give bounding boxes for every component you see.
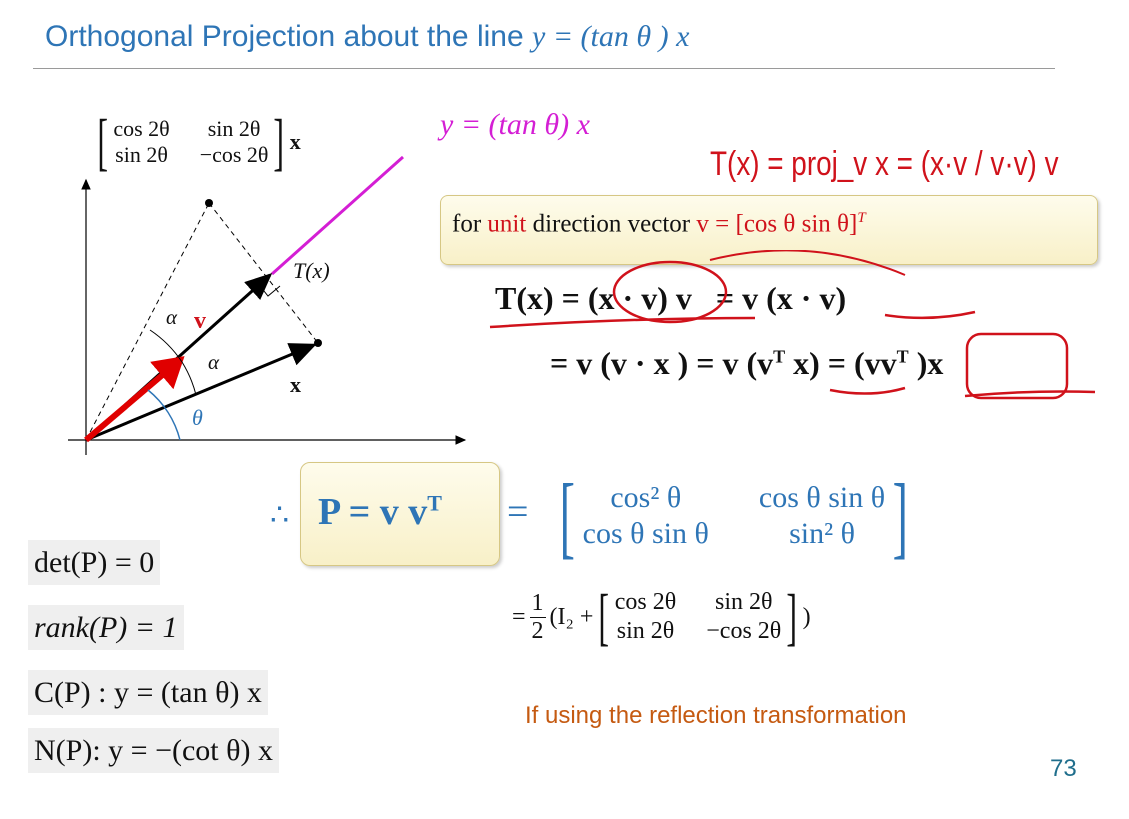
right-angle-mark xyxy=(259,285,281,297)
transpose-sup: T xyxy=(773,346,786,367)
matrix-cell: cos 2θ xyxy=(614,589,677,616)
p-equals: = xyxy=(507,491,529,533)
x-vector xyxy=(85,343,317,442)
equation-2-part: )x xyxy=(908,345,944,381)
matrix-cell: sin 2θ xyxy=(115,142,168,167)
unit-word: unit xyxy=(487,210,527,238)
p-definition: P = v vT xyxy=(318,490,442,534)
tx-label: T(x) xyxy=(293,258,330,284)
x-label: x xyxy=(290,372,301,397)
equation-2: = v (v · x ) = v (vT x) = (vvT )x xyxy=(550,345,943,382)
handwritten-note: T(x) = proj_v x = (x·v / v·v) v xyxy=(710,145,1059,183)
theta-arc xyxy=(147,389,181,441)
unit-vector-box xyxy=(440,195,1098,265)
matrix-cell: sin 2θ xyxy=(715,589,773,616)
p-matrix: [ cos² θ cos θ sin θ cos θ sin θ sin² θ ] xyxy=(559,465,909,567)
dashed-line xyxy=(208,202,319,344)
unit-vector-def: v = [cos θ sin θ] xyxy=(696,210,858,238)
projection-diagram xyxy=(68,155,467,455)
matrix-cell: sin² θ xyxy=(789,517,855,550)
equals-sign: = xyxy=(512,603,526,630)
transpose-sup: T xyxy=(857,210,866,226)
matrix-cell: −cos 2θ xyxy=(706,618,782,644)
null-space-property: N(P): y = −(cot θ) x xyxy=(28,728,280,773)
alpha-label: α xyxy=(166,305,178,329)
p-definition-text: P = v v xyxy=(318,491,428,533)
annotation-strokes xyxy=(489,250,1096,400)
rank-property: rank(P) = 1 xyxy=(28,605,184,650)
reflection-note: If using the reflection transformation xyxy=(525,702,907,729)
tx-label-text: T(x) xyxy=(293,258,330,283)
equation-2-part: x) = (vv xyxy=(785,345,897,381)
line-y-tan-theta xyxy=(271,155,404,276)
matrix-cell: cos θ sin θ xyxy=(758,481,886,514)
line-equation: y = (tan θ) x xyxy=(440,108,590,141)
v-vector xyxy=(84,356,185,443)
alpha-label: α xyxy=(208,350,220,374)
slide-title: Orthogonal Projection about the line y =… xyxy=(45,20,689,54)
dashed-line xyxy=(85,202,210,441)
matrix-cell: cos 2θ xyxy=(113,115,170,141)
alpha-arc xyxy=(149,329,183,363)
unit-vector-text: for unit direction vector v = [cos θ sin… xyxy=(452,210,866,238)
matrix-cell: −cos 2θ xyxy=(199,142,269,167)
unit-text-prefix: for xyxy=(452,210,488,238)
therefore-symbol: ∴ xyxy=(270,499,290,532)
denominator: 2 xyxy=(529,616,546,644)
matrix-cell: cos² θ xyxy=(610,481,682,514)
closing-paren: ) xyxy=(802,603,811,630)
reflection-matrix: [ cos 2θ sin 2θ sin 2θ −cos 2θ ] x xyxy=(97,106,301,177)
reflected-point xyxy=(205,199,213,207)
equation-2-part: = v (v · x ) = v (v xyxy=(550,345,774,381)
theta-label: θ xyxy=(192,405,203,430)
matrix-cell: cos θ sin θ xyxy=(582,517,709,550)
unit-text-middle: direction vector xyxy=(526,210,697,238)
page-number: 73 xyxy=(1050,755,1077,782)
equation-1-lhs: T(x) = (x · v) v xyxy=(495,280,692,316)
matrix-cell: sin 2θ xyxy=(616,618,675,644)
equation-1: T(x) = (x · v) v = v (x · v) xyxy=(495,280,846,317)
transpose-sup: T xyxy=(896,346,909,367)
v-label: v xyxy=(194,308,206,334)
transpose-sup: T xyxy=(427,490,442,516)
numerator: 1 xyxy=(531,590,544,617)
column-space-property: C(P) : y = (tan θ) x xyxy=(28,670,268,715)
x-point xyxy=(314,339,322,347)
p-definition-box xyxy=(300,462,500,566)
det-property: det(P) = 0 xyxy=(28,540,161,585)
identity-term: (I₂ + xyxy=(549,603,594,630)
matrix-cell: sin 2θ xyxy=(207,115,261,141)
title-text: Orthogonal Projection about the line xyxy=(45,20,532,53)
title-divider xyxy=(33,68,1055,69)
equation-1-rhs: = v (x · v) xyxy=(715,280,847,316)
alpha-arc xyxy=(181,361,197,396)
matrix-suffix: x xyxy=(289,129,301,154)
title-math: y = (tan θ ) x xyxy=(532,20,690,53)
